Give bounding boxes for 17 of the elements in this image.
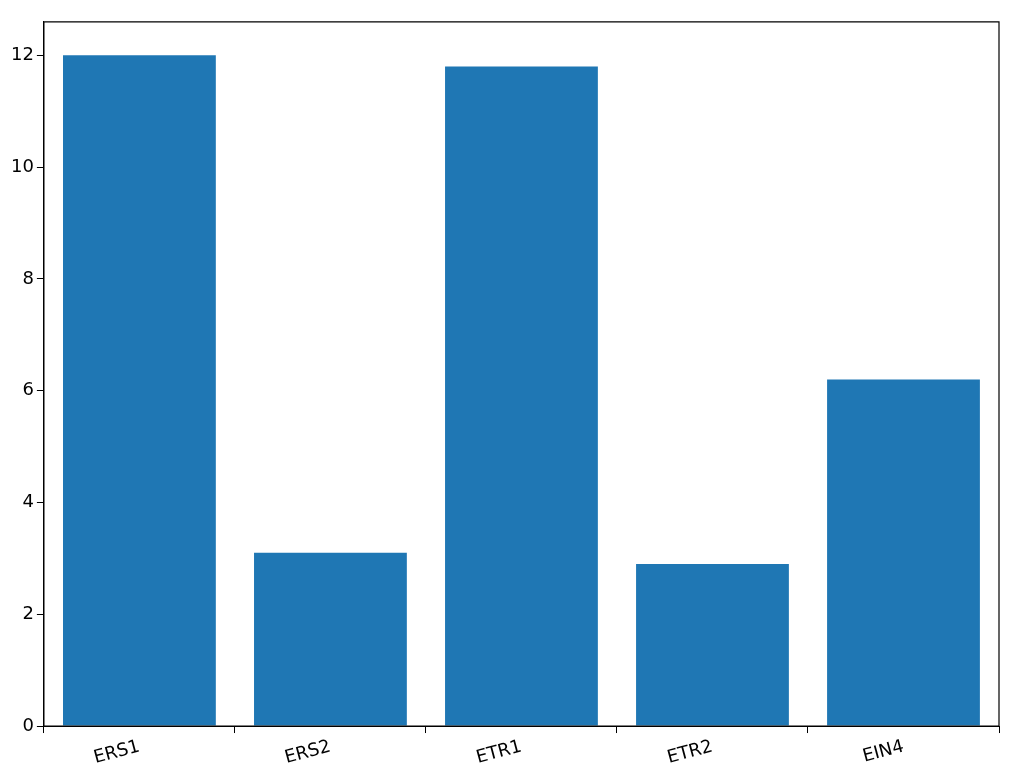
- bar: [63, 55, 216, 726]
- bar: [445, 66, 598, 726]
- x-tick-label: ETR1: [473, 734, 524, 767]
- x-tick-label: EIN4: [860, 734, 906, 766]
- x-tick-label: ERS1: [91, 734, 142, 767]
- y-tick-label: 10: [11, 154, 34, 176]
- x-tick-label: ETR2: [664, 734, 715, 767]
- y-tick-label: 2: [22, 601, 34, 623]
- y-tick-label: 12: [11, 43, 34, 65]
- bar: [254, 552, 407, 726]
- x-tick-label: ERS2: [282, 734, 333, 767]
- bar: [636, 563, 789, 726]
- y-tick-label: 8: [22, 266, 34, 288]
- y-tick-label: 6: [22, 378, 34, 400]
- y-tick-label: 4: [22, 490, 34, 512]
- bar: [827, 379, 980, 726]
- y-tick-label: 0: [22, 713, 34, 735]
